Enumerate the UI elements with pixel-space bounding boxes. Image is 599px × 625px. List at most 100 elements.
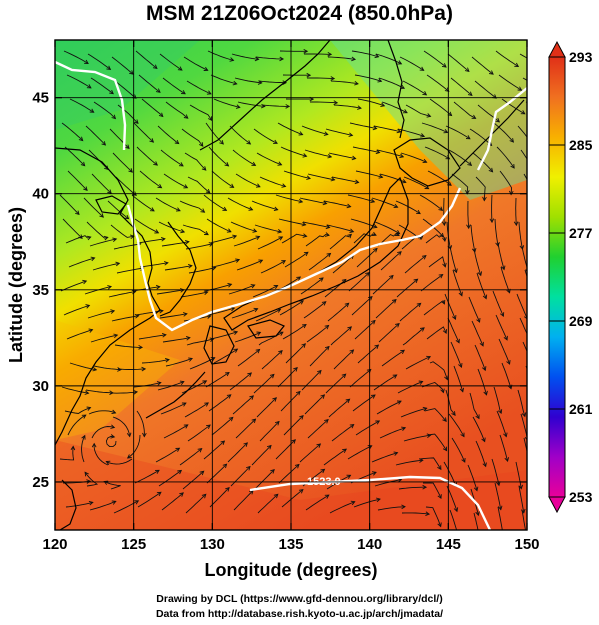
streamline (501, 98, 526, 115)
streamline-arrow (421, 255, 427, 260)
streamline-arrow (258, 259, 264, 264)
streamline-arrow (442, 417, 447, 423)
streamline (104, 481, 121, 490)
contour-1523 (55, 60, 527, 530)
streamline-arrow (179, 380, 185, 385)
streamline (381, 101, 408, 114)
streamline (515, 197, 517, 226)
streamline (140, 262, 168, 268)
streamline (445, 389, 456, 416)
streamline-arrow (99, 213, 104, 218)
streamline (453, 365, 464, 392)
streamline-arrow (78, 136, 84, 142)
streamline (155, 447, 180, 463)
streamline (284, 251, 309, 268)
streamline (520, 149, 527, 160)
streamline (299, 443, 321, 463)
streamline-arrow (401, 504, 406, 510)
streamline (251, 200, 278, 211)
streamline-arrow (455, 338, 460, 344)
streamline (301, 370, 322, 391)
streamline-arrow (84, 471, 89, 477)
streamline-arrow (255, 235, 261, 240)
streamline (134, 218, 159, 234)
streamline-arrow (371, 471, 377, 476)
streamline (141, 98, 164, 117)
streamline-arrow (513, 221, 519, 227)
streamline (134, 469, 160, 484)
streamline-arrow (442, 262, 447, 268)
streamline-arrow (233, 330, 239, 336)
y-tick-label: 35 (32, 282, 49, 299)
streamline-arrow (204, 230, 209, 236)
streamline (522, 341, 527, 353)
streamline-arrow (347, 326, 352, 331)
streamline-arrow (278, 331, 284, 336)
streamline (443, 197, 445, 226)
streamline-arrow (177, 469, 183, 475)
streamline-arrow (400, 84, 406, 89)
streamline (380, 251, 402, 271)
streamline (67, 170, 88, 191)
streamline-arrow (371, 231, 377, 237)
streamline-arrow (374, 53, 380, 59)
x-tick-label: 145 (436, 536, 461, 553)
streamline-arrow (248, 206, 254, 211)
streamline-arrow (81, 414, 87, 419)
streamline-arrow (420, 133, 426, 138)
streamline (234, 77, 262, 84)
streamline (473, 248, 482, 276)
streamline (427, 170, 452, 186)
streamline-arrow (273, 206, 279, 212)
streamline-arrow (528, 339, 532, 343)
streamline (423, 482, 442, 499)
streamline-arrow (349, 349, 355, 354)
streamline-arrow (377, 78, 383, 83)
streamline (68, 257, 95, 268)
streamline-arrow (306, 175, 312, 180)
streamline-arrow (282, 80, 288, 85)
streamline-arrow (183, 184, 189, 189)
streamline (401, 512, 430, 515)
streamline (280, 146, 307, 157)
streamline (473, 512, 479, 530)
streamline (302, 221, 330, 228)
streamline-arrow (175, 447, 181, 452)
streamline (379, 427, 406, 439)
streamline-arrow (396, 400, 402, 405)
streamline-arrow (399, 153, 405, 159)
streamline (188, 267, 216, 274)
streamline (498, 74, 522, 91)
streamline-arrow (324, 324, 330, 330)
streamline (353, 233, 377, 244)
streamline-arrow (452, 315, 457, 320)
streamline (233, 236, 260, 247)
streamline (161, 241, 189, 247)
streamline (227, 442, 248, 463)
streamline-arrow (504, 457, 510, 462)
streamline (400, 407, 427, 418)
streamline-arrow (540, 63, 544, 66)
streamline (184, 402, 209, 418)
streamline-arrow (225, 487, 230, 492)
streamline (210, 331, 238, 340)
streamline-arrow (199, 470, 205, 476)
streamline (421, 381, 444, 393)
streamline-arrow (531, 144, 535, 148)
streamline (299, 197, 327, 205)
streamline-arrow (422, 406, 428, 412)
streamline-arrow (442, 329, 447, 334)
streamline (108, 291, 136, 298)
streamline-arrow (530, 363, 534, 367)
streamline-arrow (126, 432, 132, 438)
colorbar-tick-label: 285 (569, 137, 593, 153)
streamline-arrow (518, 484, 524, 490)
streamline-arrow (416, 302, 422, 308)
streamline (349, 369, 372, 388)
streamline (371, 452, 398, 463)
streamline-arrow (175, 207, 181, 212)
streamline-arrow (222, 463, 228, 469)
streamline (117, 104, 139, 124)
streamline (519, 53, 527, 59)
